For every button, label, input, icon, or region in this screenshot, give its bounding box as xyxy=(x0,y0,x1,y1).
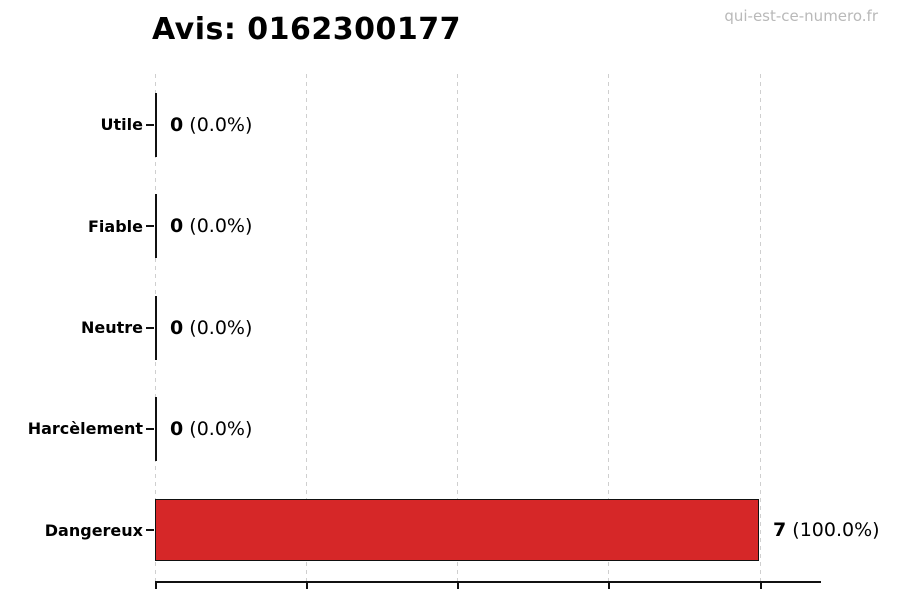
bar xyxy=(155,499,759,562)
watermark-text: qui-est-ce-numero.fr xyxy=(724,7,878,25)
value-count: 0 xyxy=(170,113,184,136)
y-tick xyxy=(143,427,155,430)
chart-row: Neutre 0 (0.0%) xyxy=(0,277,820,378)
bar xyxy=(155,194,157,259)
y-tick xyxy=(143,529,155,532)
x-tick-mark xyxy=(155,583,157,589)
chart-row: Fiable 0 (0.0%) xyxy=(0,175,820,276)
chart-row: Dangereux 7 (100.0%) xyxy=(0,480,880,581)
value-count: 7 xyxy=(773,519,787,542)
x-tick-mark xyxy=(760,583,762,589)
x-tick-mark xyxy=(306,583,308,589)
value-label: 7 (100.0%) xyxy=(773,519,880,541)
category-label: Utile xyxy=(100,115,143,135)
chart-title: Avis: 0162300177 xyxy=(152,12,462,47)
value-percent: (100.0%) xyxy=(792,519,880,542)
y-tick-dash xyxy=(146,225,154,228)
value-label: 0 (0.0%) xyxy=(170,317,252,339)
x-axis-line xyxy=(155,581,821,583)
value-count: 0 xyxy=(170,215,184,238)
x-tick-mark xyxy=(457,583,459,589)
category-label: Harcèlement xyxy=(27,419,143,439)
plot-area: Utile 0 (0.0%) Fiable 0 (0.0%) Neutre 0 xyxy=(0,74,880,589)
y-tick xyxy=(143,326,155,329)
y-tick xyxy=(143,225,155,228)
bar-rows: Utile 0 (0.0%) Fiable 0 (0.0%) Neutre 0 xyxy=(0,74,880,581)
category-label: Neutre xyxy=(80,318,143,338)
value-percent: (0.0%) xyxy=(189,113,253,136)
gridline xyxy=(760,74,761,581)
bar xyxy=(155,92,157,157)
chart-row: Utile 0 (0.0%) xyxy=(0,74,820,175)
value-percent: (0.0%) xyxy=(189,215,253,238)
y-tick-dash xyxy=(146,427,154,430)
category-label: Dangereux xyxy=(44,520,143,540)
bar-track: 0 (0.0%) xyxy=(155,277,820,378)
bar-track: 0 (0.0%) xyxy=(155,378,820,479)
category-label: Fiable xyxy=(88,216,143,236)
bar-track: 7 (100.0%) xyxy=(155,480,880,581)
bar xyxy=(155,396,157,461)
gridline xyxy=(608,74,609,581)
bar-track: 0 (0.0%) xyxy=(155,175,820,276)
gridline xyxy=(457,74,458,581)
value-percent: (0.0%) xyxy=(189,417,253,440)
value-count: 0 xyxy=(170,417,184,440)
value-label: 0 (0.0%) xyxy=(170,215,252,237)
value-label: 0 (0.0%) xyxy=(170,418,252,440)
x-tick-mark xyxy=(608,583,610,589)
value-count: 0 xyxy=(170,316,184,339)
value-percent: (0.0%) xyxy=(189,316,253,339)
value-label: 0 (0.0%) xyxy=(170,114,252,136)
y-tick-dash xyxy=(146,123,154,126)
y-tick xyxy=(143,123,155,126)
gridline xyxy=(306,74,307,581)
bar-track: 0 (0.0%) xyxy=(155,74,820,175)
y-tick-dash xyxy=(146,326,154,329)
y-tick-dash xyxy=(146,529,154,532)
bar xyxy=(155,295,157,360)
chart-row: Harcèlement 0 (0.0%) xyxy=(0,378,820,479)
